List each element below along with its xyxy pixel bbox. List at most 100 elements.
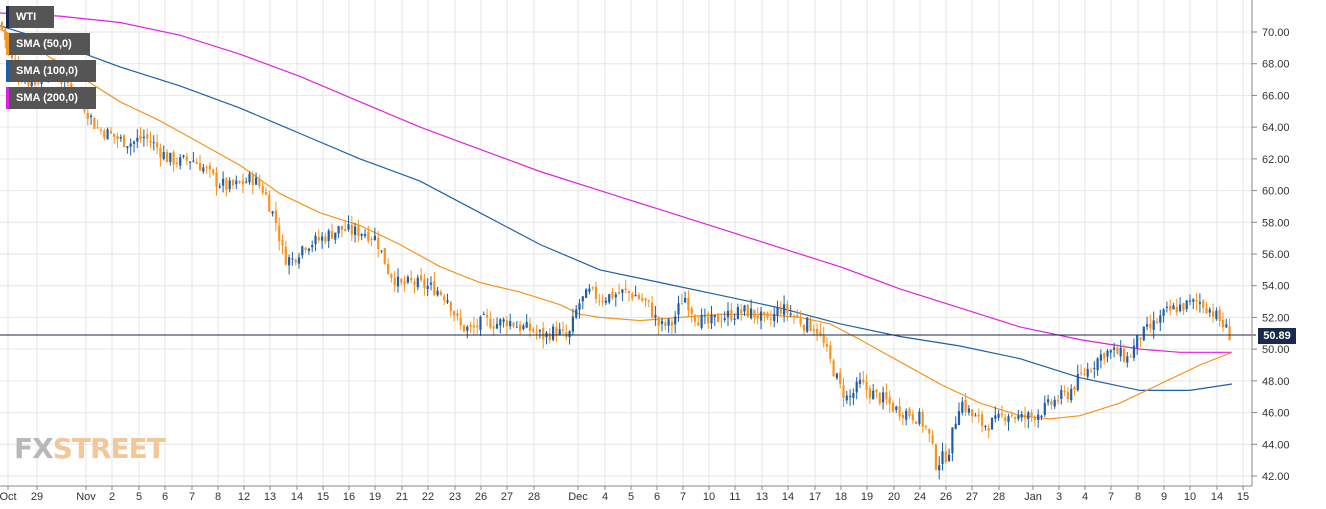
candle-body: [380, 250, 383, 252]
candle-body: [769, 318, 772, 320]
candle-body: [954, 423, 957, 429]
candle-body: [1076, 374, 1079, 391]
candle-body: [472, 325, 475, 328]
candle-body: [710, 314, 713, 324]
candle-body: [116, 135, 119, 140]
candle-body: [792, 315, 796, 317]
legend-swatch-wti: [6, 6, 9, 28]
candle-body: [169, 152, 172, 163]
candle-body: [700, 314, 703, 328]
legend-label-sma50: SMA (50,0): [16, 38, 72, 50]
candle-body: [555, 327, 558, 336]
candle-body: [1169, 305, 1172, 311]
candle-body: [515, 326, 518, 328]
chart-axes: [0, 0, 1253, 487]
x-tick-label: 14: [1211, 491, 1223, 503]
x-tick-label: Nov: [76, 491, 96, 503]
candle-body: [588, 288, 591, 292]
candle-body: [878, 393, 881, 404]
candle-body: [594, 286, 598, 299]
candle-body: [1020, 414, 1023, 418]
candle-body: [1132, 345, 1135, 358]
candle-body: [1089, 370, 1093, 372]
candle-body: [423, 279, 426, 289]
candle-body: [604, 300, 607, 303]
candle-body: [1192, 299, 1195, 302]
candle-body: [971, 409, 974, 417]
candle-body: [119, 136, 122, 139]
candle-body: [1119, 347, 1122, 357]
candle-body: [849, 396, 852, 398]
candle-body: [30, 80, 33, 87]
candle-body: [1017, 415, 1020, 419]
fxstreet-logo: FXSTREET: [14, 432, 166, 465]
candle-body: [403, 281, 406, 285]
y-tick-label: 42.00: [1262, 471, 1290, 483]
candle-body: [746, 304, 749, 318]
candle-body: [1014, 417, 1017, 419]
y-tick-label: 56.00: [1262, 249, 1290, 261]
candle-body: [288, 257, 291, 266]
candle-body: [1146, 324, 1149, 327]
candle-body: [165, 151, 169, 163]
candle-body: [479, 316, 482, 330]
candle-body: [129, 143, 132, 147]
x-tick-label: 15: [317, 491, 329, 503]
candle-body: [512, 322, 515, 327]
legend-label-sma200: SMA (200,0): [16, 92, 78, 104]
candle-body: [1159, 315, 1162, 323]
candle-body: [462, 325, 466, 332]
candle-body: [621, 289, 624, 293]
candle-body: [37, 82, 40, 84]
candle-body: [334, 232, 337, 240]
candle-body: [924, 426, 928, 428]
candle-body: [1152, 320, 1155, 330]
candle-body: [1040, 415, 1043, 417]
candle-body: [264, 192, 268, 195]
candle-body: [938, 465, 941, 471]
candle-body: [1004, 417, 1007, 421]
candle-body: [571, 316, 574, 332]
candle-body: [901, 414, 904, 419]
candle-body: [321, 236, 324, 241]
y-tick-label: 66.00: [1262, 90, 1290, 102]
candle-body: [796, 315, 799, 318]
candle-body: [172, 152, 175, 165]
candle-body: [855, 381, 858, 393]
candle-body: [505, 320, 508, 327]
candle-body: [33, 81, 37, 85]
x-tick-label: 9: [1161, 491, 1167, 503]
candle-body: [948, 454, 951, 462]
candle-body: [713, 315, 716, 318]
candle-body: [730, 309, 733, 321]
candle-body: [390, 274, 393, 278]
candle-body: [944, 451, 947, 463]
candle-body: [420, 275, 423, 281]
current-price-label: 50.89: [1258, 328, 1296, 344]
candle-body: [908, 408, 911, 416]
candle-body: [608, 294, 611, 303]
legend-swatch-sma200: [6, 87, 9, 109]
candle-body: [354, 226, 357, 235]
candle-body: [611, 292, 614, 299]
candle-body: [687, 297, 690, 311]
x-tick-label: 18: [835, 491, 847, 503]
candle-body: [416, 277, 419, 288]
candle-body: [182, 155, 185, 157]
candle-body: [149, 140, 152, 143]
candle-body: [1070, 388, 1073, 401]
candle-body: [218, 186, 221, 188]
candle-body: [202, 167, 205, 172]
candle-body: [825, 343, 829, 347]
y-tick-label: 54.00: [1262, 281, 1290, 293]
candle-body: [476, 325, 479, 328]
candle-body: [205, 167, 208, 169]
legend-label-sma100: SMA (100,0): [16, 65, 78, 77]
candle-body: [707, 313, 710, 324]
y-axis-ticks: 42.00 44.00 46.00 48.00 50.00 52.00 54.00 56.00…: [1252, 27, 1290, 483]
candle-body: [132, 141, 136, 144]
candle-body: [449, 301, 452, 312]
candle-body: [301, 246, 304, 256]
sma-100-line: [0, 25, 1233, 391]
candle-body: [852, 392, 855, 398]
